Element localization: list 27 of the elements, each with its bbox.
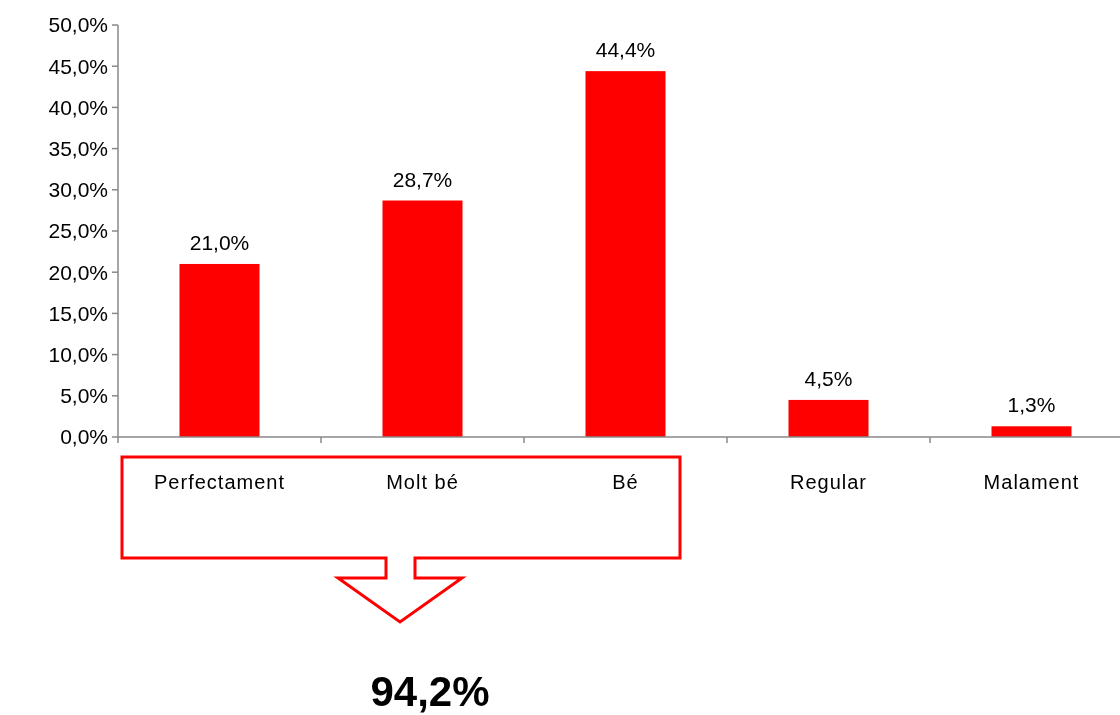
x-tick-label: Bé [612, 471, 639, 493]
x-tick-label: Perfectament [154, 471, 285, 493]
x-tick-label: Malament [983, 471, 1080, 493]
bar [179, 263, 260, 437]
y-tick-label: 30,0% [48, 178, 108, 202]
text: 94,2% [370, 668, 490, 715]
y-tick-label: 45,0% [48, 54, 108, 78]
y-tick-label: 0,0% [60, 425, 108, 449]
x-tick-label: Regular [789, 471, 868, 493]
data-label: 4,5% [804, 366, 853, 390]
y-tick-label: 35,0% [48, 136, 108, 160]
bar [991, 426, 1072, 437]
y-tick-label: 10,0% [48, 342, 108, 366]
y-tick-label: 25,0% [48, 219, 108, 243]
bar [788, 399, 869, 437]
bar [382, 200, 463, 437]
y-tick-label: 50,0% [48, 13, 108, 37]
y-tick-label: 40,0% [48, 95, 108, 119]
data-label: 28,7% [392, 167, 453, 191]
y-tick-label: 15,0% [48, 301, 108, 325]
y-tick-label: 20,0% [48, 260, 108, 284]
bar [585, 71, 666, 437]
data-label: 44,4% [595, 38, 656, 62]
y-tick-label: 5,0% [60, 384, 108, 408]
x-tick-label: Molt bé [386, 471, 459, 493]
data-label: 1,3% [1007, 393, 1056, 417]
data-label: 21,0% [189, 230, 250, 254]
